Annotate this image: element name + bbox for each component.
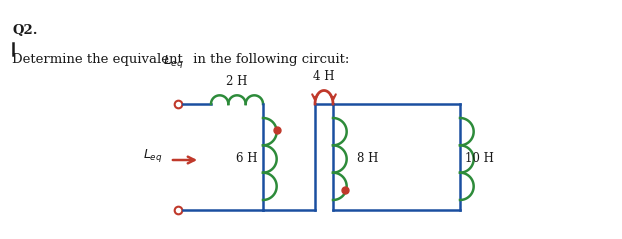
Text: in the following circuit:: in the following circuit: xyxy=(189,53,350,65)
Text: Q2.: Q2. xyxy=(12,24,38,37)
Text: 8 H: 8 H xyxy=(357,152,378,165)
Text: 10 H: 10 H xyxy=(465,152,494,165)
Text: $L_{eq}$: $L_{eq}$ xyxy=(163,53,183,70)
Text: Determine the equivalent: Determine the equivalent xyxy=(12,53,187,65)
Text: 2 H: 2 H xyxy=(226,75,248,88)
Text: 4 H: 4 H xyxy=(313,70,335,82)
Text: 6 H: 6 H xyxy=(236,152,258,165)
Text: $L_{eq}$: $L_{eq}$ xyxy=(144,147,163,163)
